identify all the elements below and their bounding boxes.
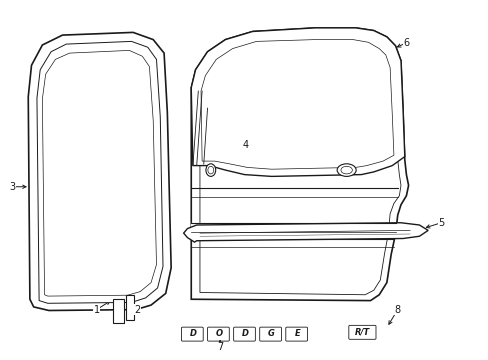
Text: D: D [189, 329, 196, 338]
Polygon shape [28, 32, 171, 310]
Polygon shape [126, 295, 133, 320]
Polygon shape [200, 37, 400, 295]
Text: G: G [267, 329, 274, 338]
Text: E: E [294, 329, 300, 338]
Text: 6: 6 [403, 38, 408, 48]
Ellipse shape [336, 164, 355, 176]
Polygon shape [113, 299, 123, 323]
Text: 8: 8 [394, 305, 400, 315]
Text: 2: 2 [134, 305, 140, 315]
Text: D: D [241, 329, 248, 338]
Text: 1: 1 [94, 305, 100, 315]
Text: 4: 4 [242, 140, 248, 150]
Polygon shape [42, 50, 156, 296]
Polygon shape [183, 223, 427, 242]
Text: O: O [215, 329, 222, 338]
Ellipse shape [205, 164, 215, 176]
Ellipse shape [207, 166, 213, 174]
Polygon shape [191, 28, 408, 301]
Text: 5: 5 [437, 218, 444, 228]
Ellipse shape [340, 166, 352, 174]
Polygon shape [191, 28, 404, 176]
Text: R/T: R/T [355, 328, 370, 337]
Polygon shape [201, 40, 393, 169]
Text: 3: 3 [9, 182, 15, 192]
Polygon shape [37, 41, 163, 303]
Text: 7: 7 [217, 342, 223, 352]
